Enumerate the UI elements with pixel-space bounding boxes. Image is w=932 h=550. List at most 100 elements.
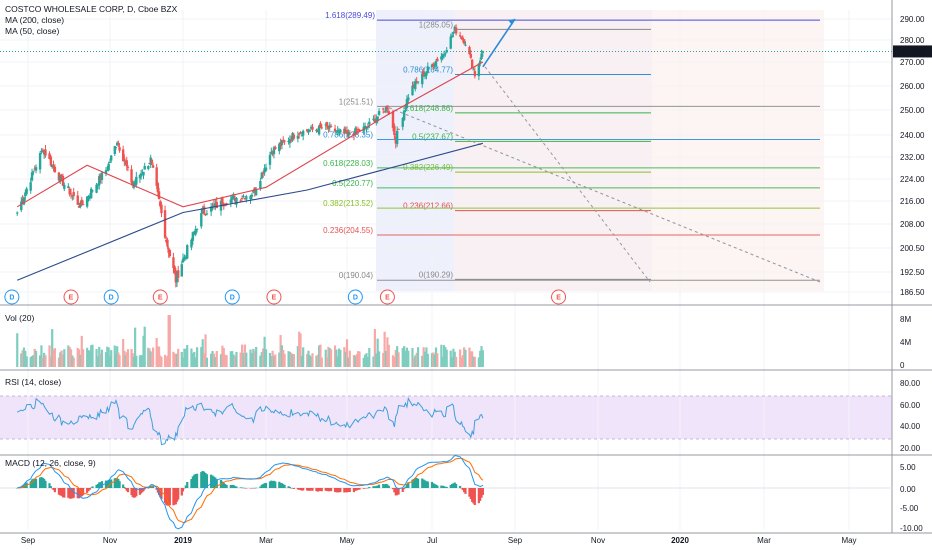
volume-bar <box>52 349 55 367</box>
candle-body <box>444 53 447 55</box>
candle-body <box>425 71 428 76</box>
volume-bar <box>177 348 180 367</box>
candle-body <box>108 161 112 163</box>
macd-hist-bar <box>79 488 82 498</box>
volume-bar <box>415 352 418 367</box>
macd-hist-bar <box>222 482 225 488</box>
candle-body <box>98 176 101 186</box>
volume-bar <box>373 329 376 367</box>
volume-axis-tick: 0 <box>900 361 905 370</box>
macd-hist-bar <box>318 488 321 492</box>
macd-hist-bar <box>375 485 378 488</box>
volume-bar <box>268 352 272 367</box>
macd-hist-bar <box>302 488 305 491</box>
macd-hist-bar <box>240 487 244 489</box>
candle-body <box>191 232 195 241</box>
macd-hist-bar <box>324 488 327 491</box>
dividend-marker <box>103 289 119 305</box>
macd-hist-bar <box>172 488 175 506</box>
candle-body <box>79 202 82 207</box>
volume-bar <box>329 349 333 367</box>
candle-body <box>233 198 237 202</box>
volume-bar <box>130 348 133 367</box>
macd-hist-bar <box>33 478 36 488</box>
volume-bar <box>63 349 66 367</box>
volume-bar <box>95 349 98 367</box>
volume-bar <box>149 351 152 367</box>
volume-bar <box>274 354 277 367</box>
macd-hist-bar <box>320 488 323 492</box>
volume-bar <box>222 348 225 367</box>
candle-body <box>348 133 351 135</box>
candle-body <box>454 27 458 34</box>
macd-hist-bar <box>235 486 238 488</box>
macd-hist-bar <box>480 488 483 498</box>
volume-bar <box>272 356 276 367</box>
volume-bar <box>245 352 248 367</box>
symbol-title: COSTCO WHOLESALE CORP, D, Cboe BZX <box>5 4 178 14</box>
macd-hist-bar <box>125 488 128 491</box>
volume-bar <box>122 339 125 367</box>
volume-bar <box>107 347 110 367</box>
macd-hist-bar <box>134 488 137 498</box>
macd-axis-tick: -5.00 <box>900 504 919 513</box>
candle-body <box>464 44 467 46</box>
macd-hist-bar <box>471 488 474 502</box>
macd-hist-bar <box>142 488 145 492</box>
volume-axis-tick: 8M <box>900 315 911 324</box>
candle-body <box>42 151 46 155</box>
candle-body <box>377 111 381 115</box>
event-marker-letter: E <box>556 295 561 302</box>
macd-hist-bar <box>98 482 101 488</box>
candle-body <box>481 51 485 53</box>
volume-bar <box>445 349 448 367</box>
volume-bar <box>264 349 268 367</box>
candle-body <box>261 172 265 174</box>
candle-body <box>394 136 397 144</box>
macd-hist-bar <box>270 480 273 488</box>
macd-hist-bar <box>122 484 125 488</box>
volume-bar <box>212 353 216 367</box>
volume-bar <box>339 349 342 367</box>
macd-hist-bar <box>372 486 375 488</box>
macd-hist-bar <box>376 485 379 488</box>
volume-bar <box>298 331 301 367</box>
volume-bar <box>336 356 339 367</box>
volume-bar <box>80 335 83 367</box>
volume-bar <box>382 352 385 367</box>
volume-bar <box>355 354 358 367</box>
candle-body <box>271 150 274 155</box>
volume-bar <box>41 357 44 367</box>
price-axis-tick: 216.00 <box>900 197 925 206</box>
volume-bar <box>357 351 360 367</box>
macd-hist-bar <box>347 488 350 493</box>
volume-bar <box>141 355 144 367</box>
macd-hist-bar <box>201 471 204 488</box>
rsi-axis-tick: 20.00 <box>900 444 921 453</box>
macd-hist-bar <box>335 488 338 493</box>
candle-body <box>301 130 305 136</box>
fib-level-label-right: 0.618(248.86) <box>403 104 453 113</box>
macd-hist-bar <box>319 488 322 492</box>
candle-body <box>151 165 155 168</box>
volume-axis-tick: 4M <box>900 338 911 347</box>
macd-hist-bar <box>233 486 237 488</box>
macd-hist-bar <box>339 488 342 493</box>
volume-bar <box>215 350 218 367</box>
candle-body <box>142 171 145 176</box>
volume-bar <box>444 347 447 367</box>
volume-bar <box>459 349 462 367</box>
macd-hist-bar <box>231 484 234 488</box>
earnings-marker <box>551 289 567 305</box>
macd-hist-bar <box>415 477 418 488</box>
candle-body <box>458 35 462 37</box>
volume-bar <box>463 347 466 367</box>
candle-body <box>393 125 396 136</box>
candle-body <box>355 130 358 132</box>
macd-hist-bar <box>140 488 143 494</box>
volume-bar <box>159 355 162 367</box>
price-axis-tick: 232.00 <box>900 153 925 162</box>
volume-bar <box>383 331 386 367</box>
projection-arrow <box>482 18 516 68</box>
